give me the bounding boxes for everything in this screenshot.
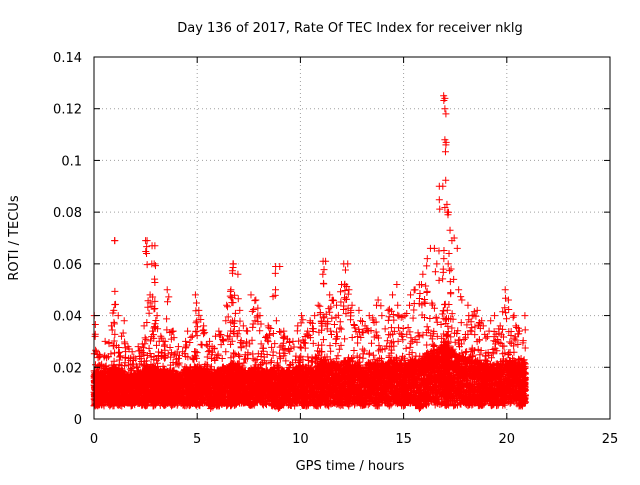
chart-root: 051015202500.020.040.060.080.10.120.14 D… [0, 0, 640, 480]
roti-scatter-chart: 051015202500.020.040.060.080.10.120.14 D… [0, 0, 640, 480]
